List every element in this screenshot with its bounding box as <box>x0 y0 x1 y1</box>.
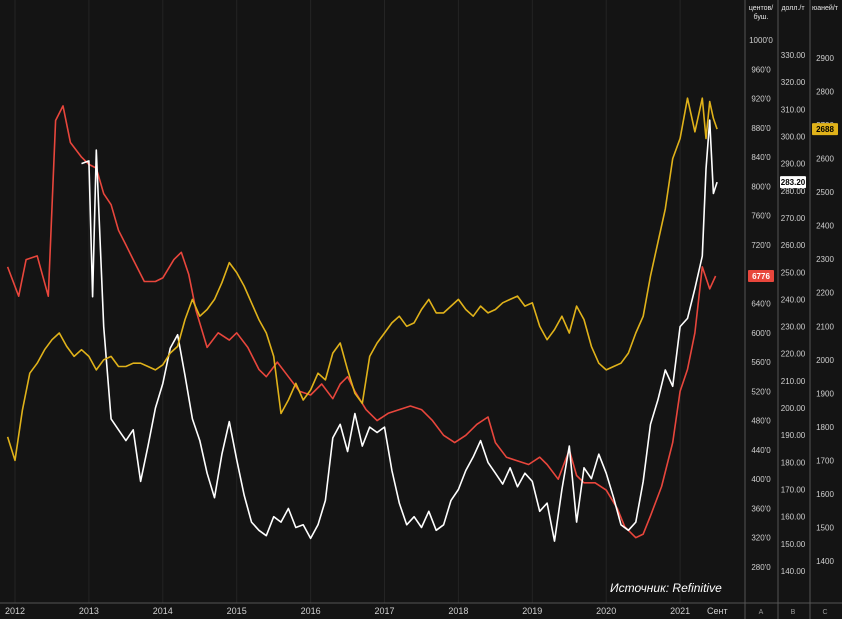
source-note: Источник: Refinitive <box>610 581 722 595</box>
y-tick-label-a: 840'0 <box>751 153 771 162</box>
y-tick-label-a: 800'0 <box>751 182 771 191</box>
last-value-tag-a: 6776 <box>752 272 770 281</box>
y-tick-label-a: 320'0 <box>751 534 771 543</box>
series-lines <box>6 97 718 542</box>
y-axis-unit-b: долл./т <box>781 5 805 12</box>
y-tick-label-c: 1800 <box>816 423 834 432</box>
y-tick-label-a: 480'0 <box>751 417 771 426</box>
y-tick-label-a: 520'0 <box>751 387 771 396</box>
y-tick-label-c: 1900 <box>816 389 834 398</box>
axis-id-a: A <box>759 609 764 616</box>
x-tick-label: 2018 <box>448 606 468 616</box>
y-tick-label-c: 2600 <box>816 155 834 164</box>
y-tick-label-a: 360'0 <box>751 504 771 513</box>
last-value-tag-bg-b <box>780 176 806 189</box>
x-tick-label: 2019 <box>522 606 542 616</box>
y-tick-label-c: 2100 <box>816 322 834 331</box>
y-tick-label-b: 190.00 <box>781 431 806 440</box>
last-value-tag-c: 2688 <box>816 125 834 134</box>
axis-id-b: B <box>791 609 796 616</box>
y-tick-label-c: 2300 <box>816 255 834 264</box>
y-tick-label-b: 210.00 <box>781 377 806 386</box>
y-tick-label-a: 1000'0 <box>749 36 773 45</box>
y-tick-label-a: 600'0 <box>751 329 771 338</box>
y-tick-label-a: 960'0 <box>751 65 771 74</box>
y-tick-label-b: 310.00 <box>781 105 806 114</box>
y-tick-label-c: 2000 <box>816 356 834 365</box>
y-tick-label-c: 2200 <box>816 289 834 298</box>
series-line-c <box>6 97 718 462</box>
y-tick-label-b: 320.00 <box>781 78 806 87</box>
y-tick-label-c: 2900 <box>816 54 834 63</box>
x-tick-label: 2017 <box>374 606 394 616</box>
y-tick-label-b: 290.00 <box>781 160 806 169</box>
axis-id-c: C <box>822 609 827 616</box>
y-tick-label-c: 2800 <box>816 88 834 97</box>
y-tick-label-b: 170.00 <box>781 486 806 495</box>
y-tick-label-b: 300.00 <box>781 132 806 141</box>
y-tick-label-b: 270.00 <box>781 214 806 223</box>
x-tick-label: 2021 <box>670 606 690 616</box>
y-tick-label-b: 160.00 <box>781 513 806 522</box>
y-axis-unit-a: буш. <box>754 13 769 21</box>
y-tick-label-b: 330.00 <box>781 51 806 60</box>
last-value-tag-b: 283.20 <box>781 178 806 187</box>
y-tick-label-c: 1400 <box>816 557 834 566</box>
y-tick-label-b: 280.00 <box>781 187 806 196</box>
y-tick-label-b: 180.00 <box>781 458 806 467</box>
x-extra-label: Сент <box>707 606 728 616</box>
y-axis-unit-c: юаней/т <box>812 4 839 12</box>
last-value-tag-bg-c <box>812 123 838 136</box>
y-tick-label-b: 200.00 <box>781 404 806 413</box>
y-tick-label-a: 280'0 <box>751 563 771 572</box>
x-tick-label: 2013 <box>79 606 99 616</box>
y-tick-label-a: 880'0 <box>751 124 771 133</box>
y-tick-label-c: 1600 <box>816 490 834 499</box>
y-tick-label-c: 2500 <box>816 188 834 197</box>
gridlines <box>14 0 681 603</box>
y-tick-label-a: 920'0 <box>751 95 771 104</box>
x-axis: 2012 2013 2014 2015 2016 2017 2018 2019 2020 2021 <box>5 606 690 616</box>
last-value-tag-bg-a <box>748 269 774 282</box>
x-tick-label: 2016 <box>301 606 321 616</box>
y-tick-label-a: 640'0 <box>751 300 771 309</box>
y-tick-label-b: 240.00 <box>781 295 806 304</box>
y-tick-label-c: 1500 <box>816 523 834 532</box>
x-tick-label: 2014 <box>153 606 173 616</box>
y-tick-label-a: 760'0 <box>751 212 771 221</box>
y-tick-label-a: 440'0 <box>751 446 771 455</box>
y-tick-label-c: 2400 <box>816 222 834 231</box>
y-tick-label-b: 250.00 <box>781 268 806 277</box>
y-tick-label-b: 150.00 <box>781 540 806 549</box>
y-tick-label-c: 1700 <box>816 456 834 465</box>
y-tick-label-a: 400'0 <box>751 475 771 484</box>
x-tick-label: 2015 <box>227 606 247 616</box>
last-value-tags: 6776 283.20 2688 <box>748 123 838 282</box>
x-tick-label: 2012 <box>5 606 25 616</box>
y-tick-label-b: 140.00 <box>781 567 806 576</box>
y-tick-label-b: 220.00 <box>781 350 806 359</box>
y-tick-label-b: 260.00 <box>781 241 806 250</box>
y-tick-label-a: 720'0 <box>751 241 771 250</box>
y-tick-label-b: 230.00 <box>781 323 806 332</box>
y-axis-unit-a: центов/ <box>749 5 773 12</box>
series-line-b <box>81 119 718 542</box>
y-tick-label-a: 560'0 <box>751 358 771 367</box>
x-tick-label: 2020 <box>596 606 616 616</box>
